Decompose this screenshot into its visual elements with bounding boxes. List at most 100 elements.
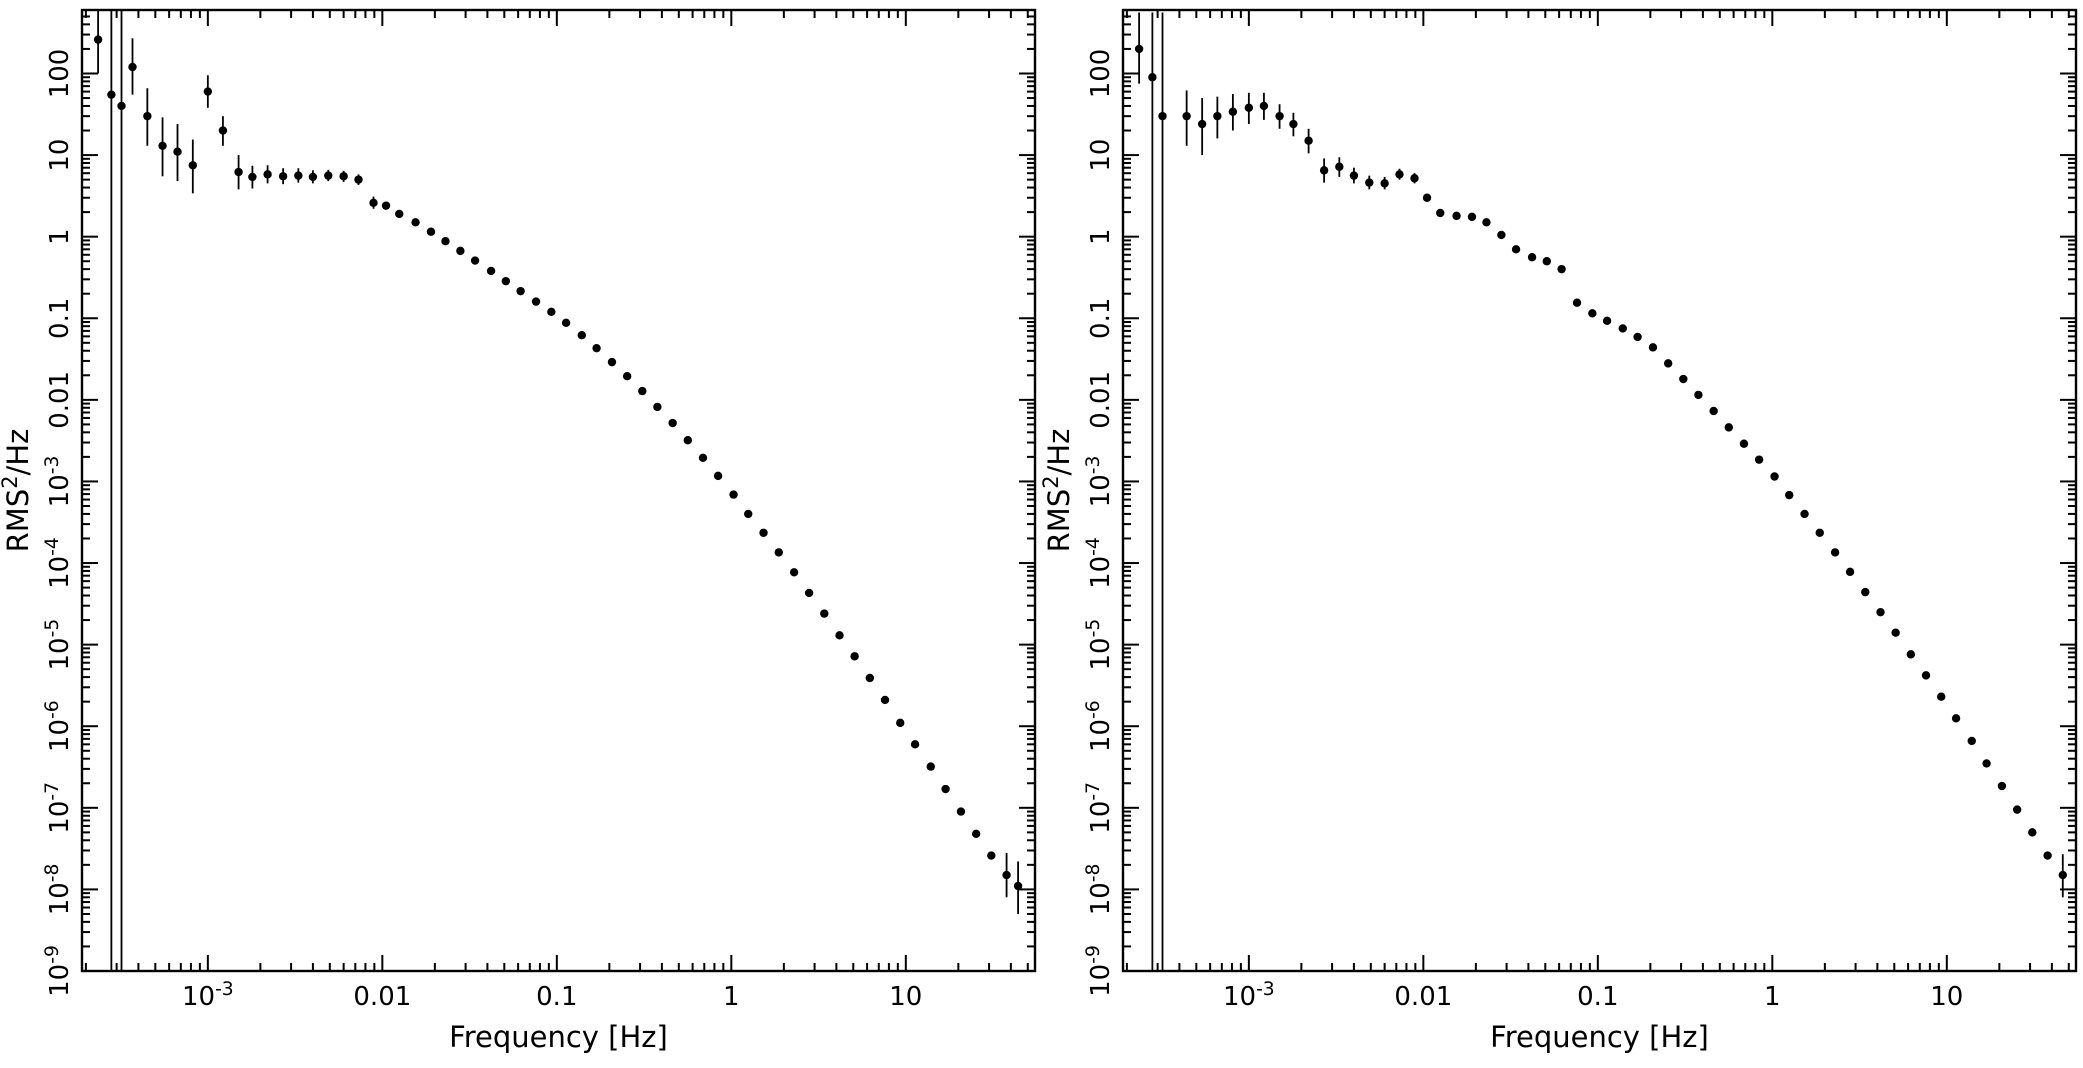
axis-tick-labels: 10-3 0.01 0.1 1 10 100 10 1 0.1 0.01 10-3 10-4 10-5 1… [1083, 49, 1963, 1012]
svg-text:10-9: 10-9 [1083, 945, 1116, 997]
data-point [1134, 44, 1144, 54]
data-point [1013, 881, 1023, 891]
data-point [1436, 208, 1445, 218]
psd-panel-left: 10-3 0.01 0.1 1 10 100 10 1 0.1 0.01 10-3 10-4 10-5 1… [0, 0, 1041, 1068]
data-point [1335, 162, 1344, 171]
data-point [910, 740, 920, 749]
data-point [1861, 587, 1870, 597]
data-point [263, 170, 272, 179]
data-point [234, 167, 243, 177]
svg-text:10-5: 10-5 [1083, 619, 1116, 671]
data-point [1694, 390, 1703, 400]
svg-text:0.1: 0.1 [1086, 298, 1116, 339]
data-point [1395, 170, 1404, 179]
data-point [880, 695, 890, 705]
data-point [971, 829, 981, 839]
data-point [93, 35, 103, 44]
data-point [395, 209, 404, 219]
psd-plot-left: 10-3 0.01 0.1 1 10 100 10 1 0.1 0.01 10-3 10-4 10-5 1… [0, 8, 1037, 1054]
data-point [2058, 870, 2067, 880]
data-point [547, 307, 556, 317]
data-point [1259, 101, 1269, 111]
svg-text:1: 1 [1086, 228, 1116, 245]
svg-text:1: 1 [45, 228, 75, 245]
data-point [2012, 805, 2022, 814]
svg-text:0.01: 0.01 [1086, 371, 1116, 429]
data-point [622, 371, 632, 381]
data-point [1158, 111, 1167, 121]
data-point [698, 453, 708, 462]
data-point [1618, 324, 1627, 333]
data-point [577, 331, 586, 340]
svg-text:0.1: 0.1 [45, 298, 75, 339]
data-point [1244, 103, 1254, 112]
data-point [143, 111, 152, 121]
data-point [1967, 736, 1976, 746]
svg-text:10: 10 [45, 139, 75, 172]
data-point [1148, 73, 1157, 82]
data-point [941, 784, 950, 794]
data-point [1815, 528, 1824, 537]
data-point [987, 851, 996, 860]
psd-panel-right: 10-3 0.01 0.1 1 10 100 10 1 0.1 0.01 10-3 10-4 10-5 1… [1039, 0, 2082, 1068]
data-point [1319, 166, 1329, 175]
data-point [1572, 298, 1582, 307]
data-point [188, 161, 198, 170]
svg-text:0.01: 0.01 [1394, 982, 1452, 1012]
data-point [1002, 870, 1011, 880]
data-point [1349, 171, 1359, 180]
axis-ticks [1123, 9, 2076, 972]
data-point [173, 147, 182, 156]
data-point [774, 548, 783, 557]
data-point [1197, 119, 1207, 129]
data-point [561, 318, 571, 327]
data-point [294, 171, 303, 180]
svg-text:10-3: 10-3 [1083, 456, 1116, 508]
data-point [789, 568, 799, 577]
data-point [1906, 650, 1916, 659]
data-point [1997, 781, 2007, 791]
data-point [308, 172, 318, 182]
data-point [744, 509, 753, 519]
svg-text:10: 10 [1930, 982, 1963, 1012]
data-point [1275, 111, 1284, 121]
data-point [1482, 218, 1491, 227]
data-point [158, 141, 167, 150]
svg-text:10-9: 10-9 [42, 945, 75, 997]
svg-text:10-5: 10-5 [42, 619, 75, 671]
data-point [411, 218, 420, 227]
data-point [486, 266, 496, 276]
data-point [1785, 490, 1794, 500]
data-point [1770, 472, 1779, 481]
data-point [2043, 851, 2052, 860]
data-point [896, 718, 905, 728]
data-point [1709, 406, 1718, 416]
svg-text:10-6: 10-6 [42, 700, 75, 752]
plot-frame [1121, 8, 2078, 973]
data-point [203, 87, 213, 96]
data-point [324, 171, 333, 180]
data-point [1679, 374, 1688, 384]
data-point [1467, 212, 1477, 222]
data-point [1380, 179, 1389, 188]
data-point [456, 246, 465, 256]
data-point [1876, 607, 1885, 617]
data-point [653, 402, 662, 412]
data-point [1830, 548, 1840, 557]
data-point [516, 286, 525, 296]
data-point [638, 386, 647, 396]
data-point [1633, 332, 1642, 342]
axis-tick-labels: 10-3 0.01 0.1 1 10 100 10 1 0.1 0.01 10-3 10-4 10-5 1… [42, 49, 922, 1012]
svg-text:1: 1 [1764, 982, 1781, 1012]
data-point [759, 528, 768, 537]
data-point [1588, 309, 1597, 318]
data-point [1182, 111, 1191, 121]
data-point [441, 237, 450, 246]
data-point [1602, 316, 1612, 326]
data-point [248, 172, 257, 182]
data-point [1845, 567, 1855, 577]
data-point [1452, 211, 1461, 221]
data-point [1951, 714, 1961, 723]
data-point [354, 175, 363, 184]
